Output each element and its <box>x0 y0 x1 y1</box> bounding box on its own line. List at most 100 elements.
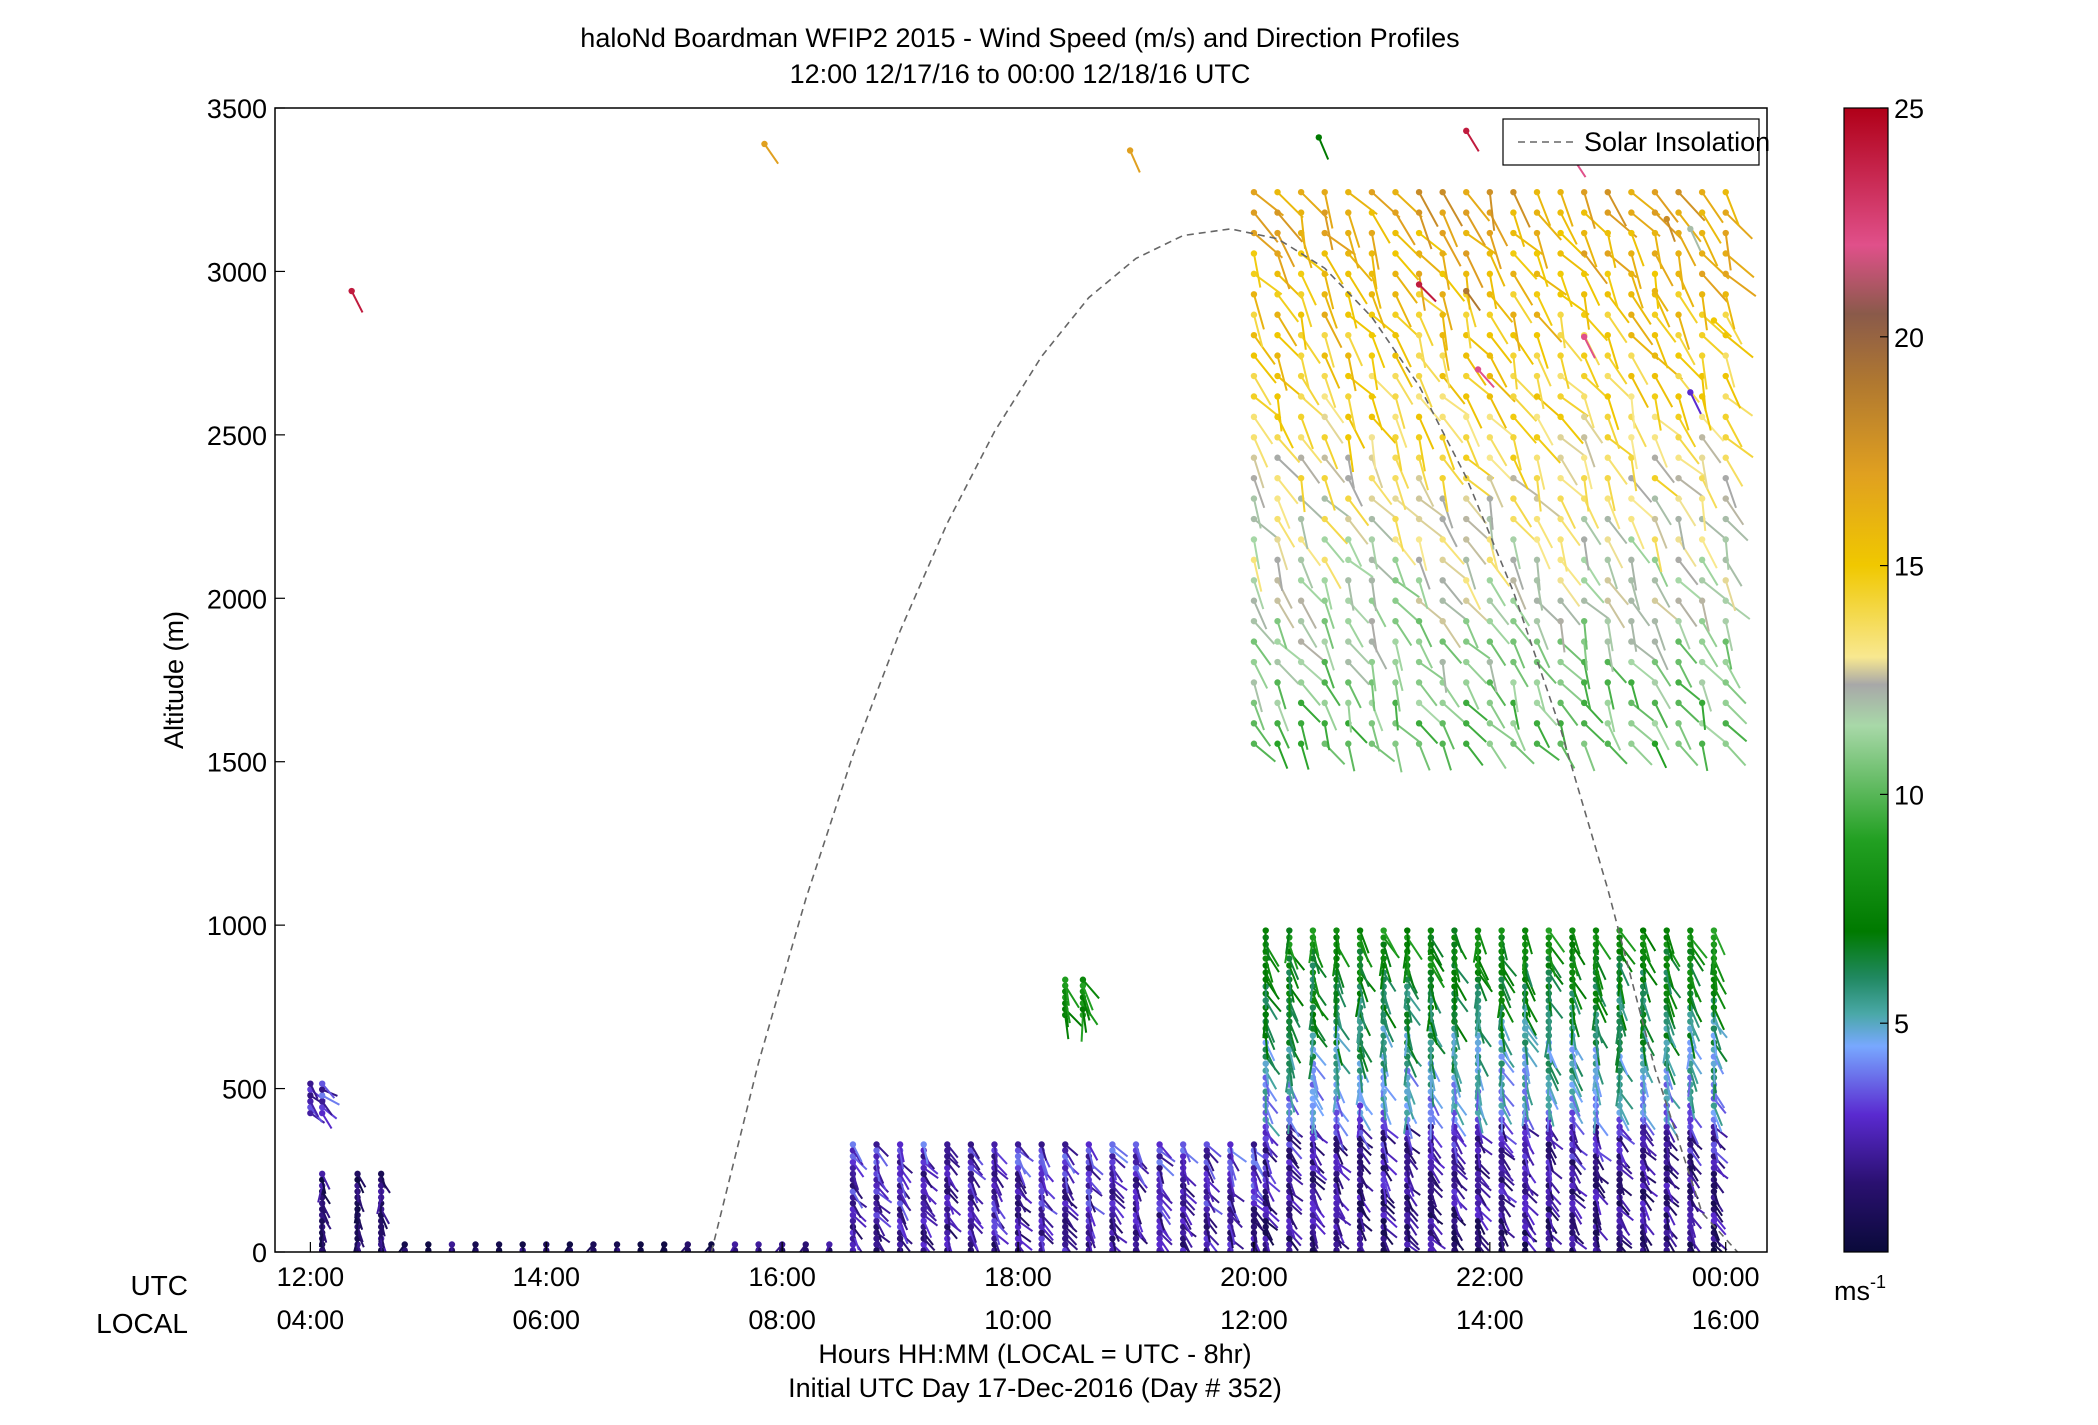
wind-barb <box>1665 1035 1680 1057</box>
wind-point <box>1592 1188 1600 1195</box>
wind-point <box>1486 679 1494 686</box>
wind-point <box>1286 1241 1293 1248</box>
wind-barb <box>1111 1143 1129 1158</box>
wind-point <box>1132 1158 1140 1166</box>
wind-barb <box>1465 416 1481 448</box>
wind-barb <box>1607 436 1636 459</box>
wind-barb <box>1370 723 1381 752</box>
wind-barb <box>1701 743 1709 772</box>
wind-point <box>1227 1217 1234 1225</box>
wind-point <box>1404 1194 1411 1201</box>
wind-point <box>1651 372 1659 380</box>
wind-point <box>1722 638 1729 645</box>
wind-point <box>1698 188 1706 196</box>
wind-point <box>1345 331 1352 339</box>
wind-barb <box>1606 273 1619 308</box>
wind-barb <box>1276 682 1287 710</box>
wind-barb <box>1512 539 1521 570</box>
wind-barb <box>1450 1091 1456 1113</box>
wind-point <box>1628 495 1635 502</box>
wind-barb <box>1158 1161 1175 1177</box>
wind-point <box>1415 597 1423 604</box>
wind-point <box>307 1080 314 1087</box>
wind-point <box>1463 597 1470 604</box>
wind-barb <box>1654 252 1674 287</box>
wind-barb <box>350 290 364 313</box>
wind-barb <box>1418 416 1435 450</box>
wind-barb <box>1359 951 1363 975</box>
wind-point <box>1628 658 1635 666</box>
wind-barb <box>1382 958 1392 983</box>
wind-point <box>1392 679 1399 686</box>
wind-point <box>1439 720 1446 727</box>
wind-barb <box>1403 1035 1409 1057</box>
wind-point <box>920 1170 927 1178</box>
wind-point <box>1486 331 1494 339</box>
wind-point <box>873 1235 880 1242</box>
wind-barb <box>1276 559 1284 591</box>
wind-barb <box>1689 391 1702 415</box>
y-tick-label: 3500 <box>207 94 267 124</box>
wind-barb <box>1677 600 1698 628</box>
wind-point <box>1439 372 1446 380</box>
wind-point <box>590 1241 597 1248</box>
wind-barb <box>1524 930 1533 955</box>
wind-point <box>637 1241 644 1248</box>
wind-barb <box>1300 457 1321 484</box>
wind-barb <box>1323 580 1333 610</box>
wind-point <box>1580 209 1588 216</box>
y-tick-label: 500 <box>222 1075 267 1105</box>
wind-barb <box>1559 681 1584 703</box>
wind-point <box>1392 740 1399 747</box>
x-axis-sublabel: Initial UTC Day 17-Dec-2016 (Day # 352) <box>788 1373 1282 1403</box>
wind-point <box>1651 270 1659 278</box>
wind-point <box>1663 948 1670 955</box>
wind-barb <box>1583 702 1604 724</box>
wind-barb <box>1370 457 1384 489</box>
wind-barb <box>1347 497 1370 527</box>
wind-barb <box>1724 498 1745 526</box>
wind-point <box>1250 536 1258 543</box>
wind-barb <box>1323 538 1345 564</box>
wind-barb <box>1665 1098 1671 1120</box>
wind-barb <box>1642 944 1646 970</box>
wind-barb <box>1488 436 1508 467</box>
wind-point <box>1604 699 1611 707</box>
wind-point <box>1722 740 1729 747</box>
wind-barb <box>1394 252 1420 281</box>
wind-point <box>1722 270 1729 278</box>
wind-barb <box>1276 620 1288 650</box>
wind-barb <box>1548 999 1564 1019</box>
wind-barb <box>1488 681 1507 707</box>
wind-point <box>731 1241 739 1248</box>
chart-subtitle: 12:00 12/17/16 to 00:00 12/18/16 UTC <box>790 59 1251 89</box>
wind-barb <box>1522 986 1527 1009</box>
wind-point <box>1651 331 1659 339</box>
wind-point <box>1675 577 1682 584</box>
wind-point <box>1604 188 1611 196</box>
wind-barb <box>1040 1155 1049 1175</box>
wind-point <box>1286 1102 1293 1109</box>
wind-barb <box>1654 681 1672 710</box>
wind-barb <box>1477 1084 1483 1106</box>
wind-barb <box>1592 1070 1597 1092</box>
wind-point <box>1675 229 1682 237</box>
wind-barb <box>1335 965 1345 989</box>
wind-point <box>1722 311 1729 318</box>
wind-point <box>1557 372 1564 380</box>
wind-point <box>1710 1211 1718 1219</box>
wind-barb <box>1465 640 1491 660</box>
wind-point <box>1262 955 1269 962</box>
wind-barb <box>1312 1091 1324 1111</box>
wind-barb <box>1724 416 1743 448</box>
x-tick-label-local: 16:00 <box>1692 1305 1760 1335</box>
wind-barb <box>1500 1098 1511 1117</box>
wind-barb <box>1253 641 1272 666</box>
wind-point <box>1274 311 1281 318</box>
wind-barb <box>1288 965 1300 989</box>
wind-point <box>1663 1039 1670 1046</box>
wind-barb <box>1418 620 1433 648</box>
wind-barb <box>1618 929 1637 952</box>
wind-point <box>1604 270 1611 278</box>
wind-barb <box>1441 212 1459 248</box>
